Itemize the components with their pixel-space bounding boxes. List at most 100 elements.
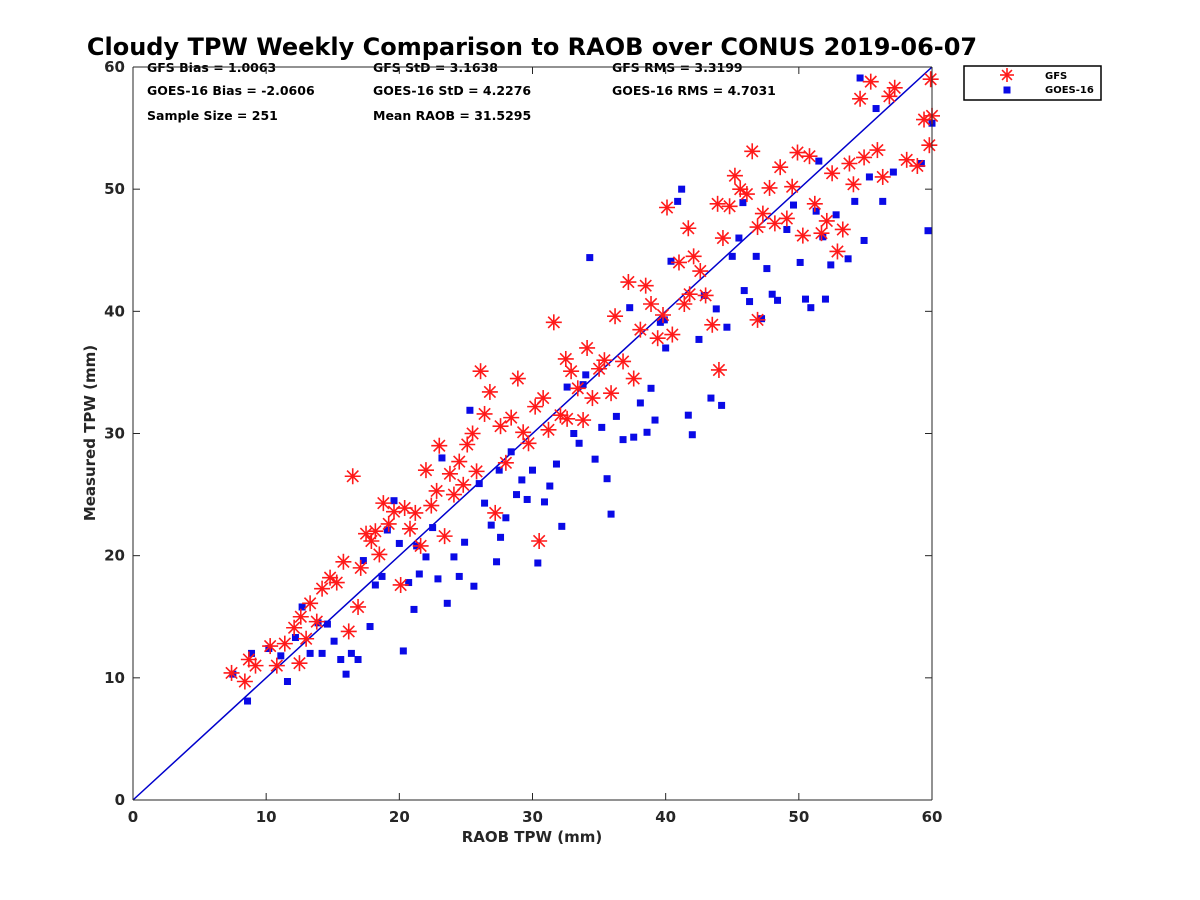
gfs-point bbox=[898, 151, 915, 168]
gfs-point bbox=[869, 142, 886, 159]
y-tick-label: 40 bbox=[104, 302, 125, 320]
gfs-point bbox=[559, 410, 576, 427]
gfs-point bbox=[632, 321, 649, 338]
x-axis-label: RAOB TPW (mm) bbox=[462, 828, 603, 846]
goes-16-point bbox=[298, 603, 306, 611]
goes-16-point bbox=[718, 401, 726, 409]
gfs-point bbox=[615, 353, 632, 370]
gfs-point bbox=[697, 287, 714, 304]
goes-16-point bbox=[815, 157, 823, 165]
gfs-point bbox=[445, 486, 462, 503]
reference-line-layer bbox=[132, 66, 933, 801]
gfs-point bbox=[649, 330, 666, 347]
goes-16-point bbox=[801, 295, 809, 303]
goes-16-point bbox=[461, 538, 469, 546]
goes-16-point bbox=[244, 697, 252, 705]
gfs-point bbox=[569, 380, 586, 397]
x-tick-label: 10 bbox=[256, 808, 277, 826]
goes-16-point bbox=[796, 258, 804, 266]
gfs-point bbox=[685, 248, 702, 265]
goes-16-point bbox=[790, 201, 798, 209]
gfs-point bbox=[874, 168, 891, 185]
gfs-point bbox=[813, 225, 830, 242]
stat-mean-raob: Mean RAOB = 31.5295 bbox=[373, 108, 531, 123]
goes-16-point bbox=[643, 428, 651, 436]
gfs-point bbox=[291, 655, 308, 672]
goes-16-point bbox=[740, 287, 748, 295]
goes-16-point bbox=[688, 431, 696, 439]
goes-16-point bbox=[395, 539, 403, 547]
one-to-one-line bbox=[132, 66, 933, 801]
goes-16-point bbox=[513, 491, 521, 499]
gfs-point bbox=[794, 227, 811, 244]
goes-16-point bbox=[359, 557, 367, 565]
stat-goes-bias: GOES-16 Bias = -2.0606 bbox=[147, 83, 315, 98]
gfs-point bbox=[845, 176, 862, 193]
gfs-point bbox=[540, 421, 557, 438]
goes-16-point bbox=[546, 482, 554, 490]
stat-goes-rms: GOES-16 RMS = 4.7031 bbox=[612, 83, 776, 98]
goes-16-point bbox=[819, 233, 827, 241]
gfs-point bbox=[352, 559, 369, 576]
legend-marker-gfs bbox=[1000, 68, 1014, 82]
goes-16-point bbox=[651, 416, 659, 424]
gfs-point bbox=[481, 383, 498, 400]
gfs-point bbox=[829, 243, 846, 260]
gfs-point bbox=[603, 385, 620, 402]
gfs-point bbox=[721, 198, 738, 215]
gfs-point bbox=[535, 390, 552, 407]
gfs-point bbox=[710, 361, 727, 378]
gfs-point bbox=[761, 179, 778, 196]
gfs-point bbox=[328, 574, 345, 591]
gfs-point bbox=[670, 254, 687, 271]
goes-16-point bbox=[660, 316, 668, 324]
gfs-point bbox=[766, 215, 783, 232]
gfs-point bbox=[223, 664, 240, 681]
goes-16-point bbox=[612, 412, 620, 420]
gfs-point bbox=[314, 580, 331, 597]
goes-16-point bbox=[662, 344, 670, 352]
gfs-point bbox=[392, 576, 409, 593]
goes-16-point bbox=[390, 497, 398, 505]
goes-16-point bbox=[495, 466, 503, 474]
goes-16-point bbox=[619, 436, 627, 444]
gfs-point bbox=[428, 482, 445, 499]
gfs-point bbox=[563, 363, 580, 380]
gfs-point bbox=[607, 308, 624, 325]
y-tick-label: 30 bbox=[104, 425, 125, 443]
goes-16-point bbox=[695, 335, 703, 343]
goes-16-point bbox=[337, 656, 345, 664]
gfs-point bbox=[407, 504, 424, 521]
gfs-point bbox=[575, 412, 592, 429]
goes-16-point bbox=[415, 570, 423, 578]
gfs-point bbox=[704, 316, 721, 333]
goes-16-point bbox=[591, 455, 599, 463]
x-tick-label: 60 bbox=[922, 808, 943, 826]
gfs-point bbox=[441, 465, 458, 482]
goes-16-point bbox=[523, 495, 531, 503]
legend-label-goes-16: GOES-16 bbox=[1045, 85, 1094, 96]
goes-16-point bbox=[502, 514, 510, 522]
legend-square-icon bbox=[1003, 86, 1011, 94]
goes-16-point bbox=[684, 411, 692, 419]
goes-16-point bbox=[735, 234, 743, 242]
gfs-point bbox=[423, 497, 440, 514]
goes-16-point bbox=[399, 647, 407, 655]
goes-16-point bbox=[879, 197, 887, 205]
legend-marker-goes-16 bbox=[1003, 86, 1011, 94]
stats-block: GFS Bias = 1.0063 GFS StD = 3.1638 GFS R… bbox=[147, 60, 776, 123]
y-tick-label: 0 bbox=[115, 791, 125, 809]
goes-16-point bbox=[558, 522, 566, 530]
y-tick-label: 60 bbox=[104, 58, 125, 76]
gfs-point bbox=[824, 165, 841, 182]
goes-16-point bbox=[487, 521, 495, 529]
gfs-point bbox=[468, 463, 485, 480]
gfs-point bbox=[664, 326, 681, 343]
goes-16-point bbox=[410, 605, 418, 613]
gfs-point bbox=[247, 657, 264, 674]
goes-16-point bbox=[540, 498, 548, 506]
goes-16-point bbox=[429, 524, 437, 532]
goes-16-point bbox=[443, 599, 451, 607]
goes-16-point bbox=[774, 296, 782, 304]
gfs-point bbox=[789, 144, 806, 161]
